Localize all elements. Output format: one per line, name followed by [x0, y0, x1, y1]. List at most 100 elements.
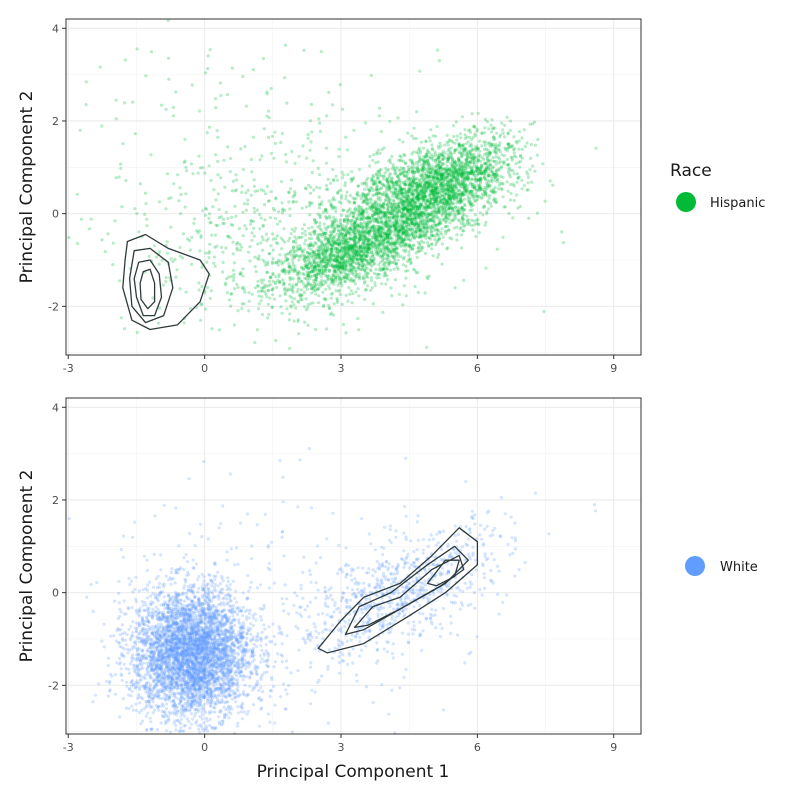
data-point — [536, 137, 540, 142]
data-point — [317, 244, 321, 248]
data-point — [349, 258, 354, 262]
data-point — [291, 260, 295, 264]
data-point — [455, 238, 459, 242]
data-point — [154, 255, 159, 259]
data-point — [514, 140, 518, 144]
data-point — [468, 201, 472, 206]
data-point — [294, 306, 298, 310]
data-point — [508, 128, 512, 132]
data-point — [111, 263, 115, 267]
data-point — [485, 212, 489, 216]
data-point — [320, 257, 324, 262]
data-point — [485, 120, 489, 124]
data-point — [324, 287, 328, 291]
data-point — [360, 254, 364, 258]
data-point — [334, 241, 338, 245]
data-point — [341, 256, 345, 260]
data-point — [357, 328, 361, 332]
data-point — [468, 149, 472, 153]
data-point — [374, 234, 378, 238]
data-point — [371, 204, 375, 208]
data-point — [309, 263, 313, 267]
data-point — [119, 316, 123, 320]
data-point — [303, 305, 307, 309]
data-point — [478, 211, 482, 215]
data-point — [378, 196, 382, 200]
data-point — [427, 243, 431, 248]
data-point — [484, 220, 488, 224]
data-point — [506, 131, 510, 135]
data-point — [403, 238, 407, 242]
data-point — [374, 245, 378, 249]
data-point — [301, 250, 305, 254]
data-point — [281, 261, 285, 265]
data-point — [331, 274, 335, 278]
data-point — [365, 207, 369, 211]
data-point — [335, 178, 340, 182]
data-point — [325, 216, 329, 220]
data-point — [248, 245, 252, 249]
data-point — [447, 207, 451, 211]
data-point — [512, 135, 516, 139]
data-point — [349, 180, 353, 184]
data-point — [449, 146, 453, 150]
data-point — [327, 268, 331, 272]
data-point — [426, 204, 430, 208]
data-point — [349, 289, 353, 293]
data-point — [340, 246, 344, 250]
data-point — [517, 147, 521, 151]
data-point — [320, 264, 324, 268]
data-point — [495, 131, 499, 135]
data-point — [404, 264, 408, 268]
data-point — [402, 284, 406, 288]
data-point — [313, 232, 317, 236]
data-point — [225, 234, 230, 238]
data-point — [274, 339, 278, 343]
data-point — [416, 213, 420, 217]
data-point — [488, 201, 492, 205]
data-point — [347, 240, 351, 244]
data-point — [378, 217, 383, 221]
data-point — [397, 292, 401, 296]
data-point — [375, 236, 379, 240]
data-point — [431, 134, 435, 138]
data-point — [318, 224, 322, 228]
data-point — [321, 290, 325, 294]
data-point — [373, 284, 377, 288]
data-point — [393, 243, 397, 247]
data-point — [309, 185, 313, 189]
data-point — [469, 182, 473, 186]
data-point — [347, 272, 351, 276]
data-point — [348, 193, 352, 198]
data-point — [450, 218, 454, 222]
data-point — [385, 202, 389, 207]
data-point — [391, 241, 395, 245]
data-point — [410, 170, 414, 174]
data-point — [307, 266, 311, 271]
data-point — [380, 259, 385, 263]
data-point — [321, 210, 325, 214]
data-point — [299, 297, 303, 302]
data-point — [486, 199, 490, 203]
data-point — [253, 210, 257, 214]
data-point — [423, 196, 427, 200]
data-point — [471, 154, 475, 158]
data-point — [415, 234, 419, 239]
data-point — [460, 179, 464, 184]
data-point — [372, 241, 377, 245]
data-point — [457, 168, 461, 173]
data-point — [318, 227, 322, 231]
data-point — [441, 167, 445, 171]
data-point — [472, 223, 476, 227]
data-point — [363, 297, 367, 301]
data-point — [278, 281, 282, 285]
data-point — [460, 217, 464, 221]
data-point — [416, 224, 420, 228]
data-point — [374, 203, 379, 207]
data-point — [358, 248, 362, 252]
data-point — [312, 284, 316, 288]
data-point — [491, 143, 495, 147]
data-point — [310, 254, 314, 258]
data-point — [304, 186, 308, 190]
data-point — [420, 211, 424, 215]
